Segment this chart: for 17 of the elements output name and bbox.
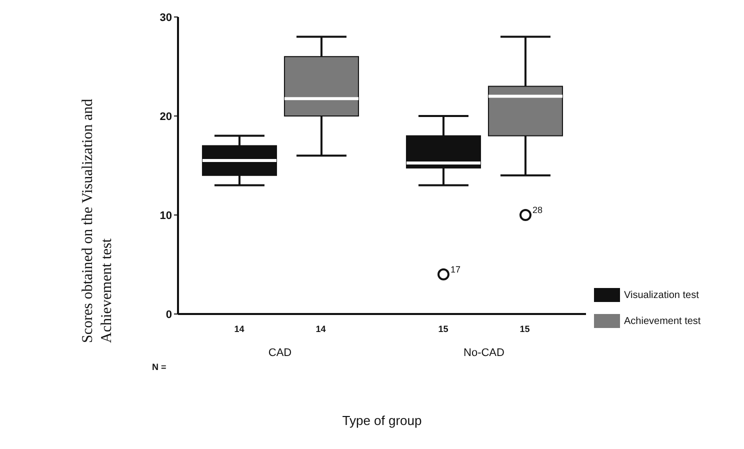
text: 14 bbox=[234, 324, 244, 334]
y-tick-label: 10 bbox=[160, 210, 172, 222]
legend-label: Visualization test bbox=[624, 290, 699, 300]
y-tick-label: 30 bbox=[160, 12, 172, 24]
x-axis-title: Type of group bbox=[341, 413, 423, 428]
y-axis-title: Scores obtained on the Visualization and Achievement test bbox=[79, 98, 116, 343]
legend-label: Achievement test bbox=[624, 316, 701, 326]
annotation: 28 bbox=[532, 205, 542, 215]
x-tick-label: CAD bbox=[268, 347, 292, 359]
x-tick-label: No-CAD bbox=[464, 347, 505, 359]
y-tick-label: 20 bbox=[160, 110, 172, 123]
text: 15 bbox=[438, 324, 448, 334]
text: 14 bbox=[316, 324, 326, 334]
text: 15 bbox=[520, 324, 530, 334]
y-tick-label: 0 bbox=[166, 308, 172, 321]
text: N = bbox=[152, 362, 166, 372]
annotation: 17 bbox=[450, 264, 460, 274]
